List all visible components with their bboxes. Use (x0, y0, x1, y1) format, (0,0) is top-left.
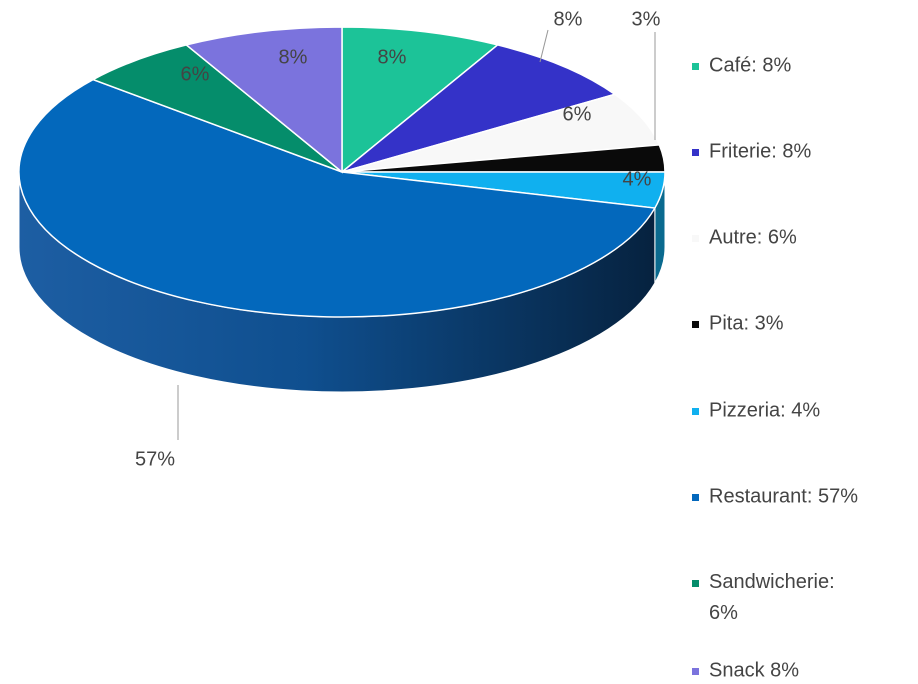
data-label: 57% (135, 448, 175, 470)
data-label: 6% (181, 63, 210, 85)
pie-slice (184, 26, 343, 174)
legend-label: Friterie: 8% (709, 140, 811, 162)
pie-slice (341, 26, 500, 174)
data-label: 8% (554, 8, 583, 30)
legend-label: Pizzeria: 4% (709, 399, 820, 421)
legend-label: Snack 8% (709, 659, 799, 681)
legend-label-line: 6% (709, 602, 738, 624)
pie-slice (341, 44, 617, 173)
legend-marker (692, 668, 699, 675)
data-label: 3% (632, 8, 661, 30)
legend-marker (692, 494, 699, 501)
data-label: 8% (279, 46, 308, 68)
legend-marker (692, 149, 699, 156)
legend-label-line: Sandwicherie: (709, 571, 840, 593)
legend-label: Restaurant: 57% (709, 485, 858, 507)
leader-line (539, 29, 549, 63)
pie-slice (341, 93, 661, 173)
legend-label: Pita: 3% (709, 312, 784, 334)
legend-label: Café: 8% (709, 54, 791, 76)
data-label: 6% (563, 103, 592, 125)
legend-marker (692, 321, 699, 328)
data-label: 8% (378, 46, 407, 68)
pie-slice (91, 44, 343, 173)
legend-marker (692, 63, 699, 70)
legend-label: Autre: 6% (709, 226, 797, 248)
legend-label: Sandwicherie: 6% (709, 571, 840, 624)
legend-marker (692, 580, 699, 587)
legend-marker (692, 235, 699, 242)
pie-slice (18, 78, 657, 318)
data-label: 4% (623, 168, 652, 190)
legend-marker (692, 408, 699, 415)
